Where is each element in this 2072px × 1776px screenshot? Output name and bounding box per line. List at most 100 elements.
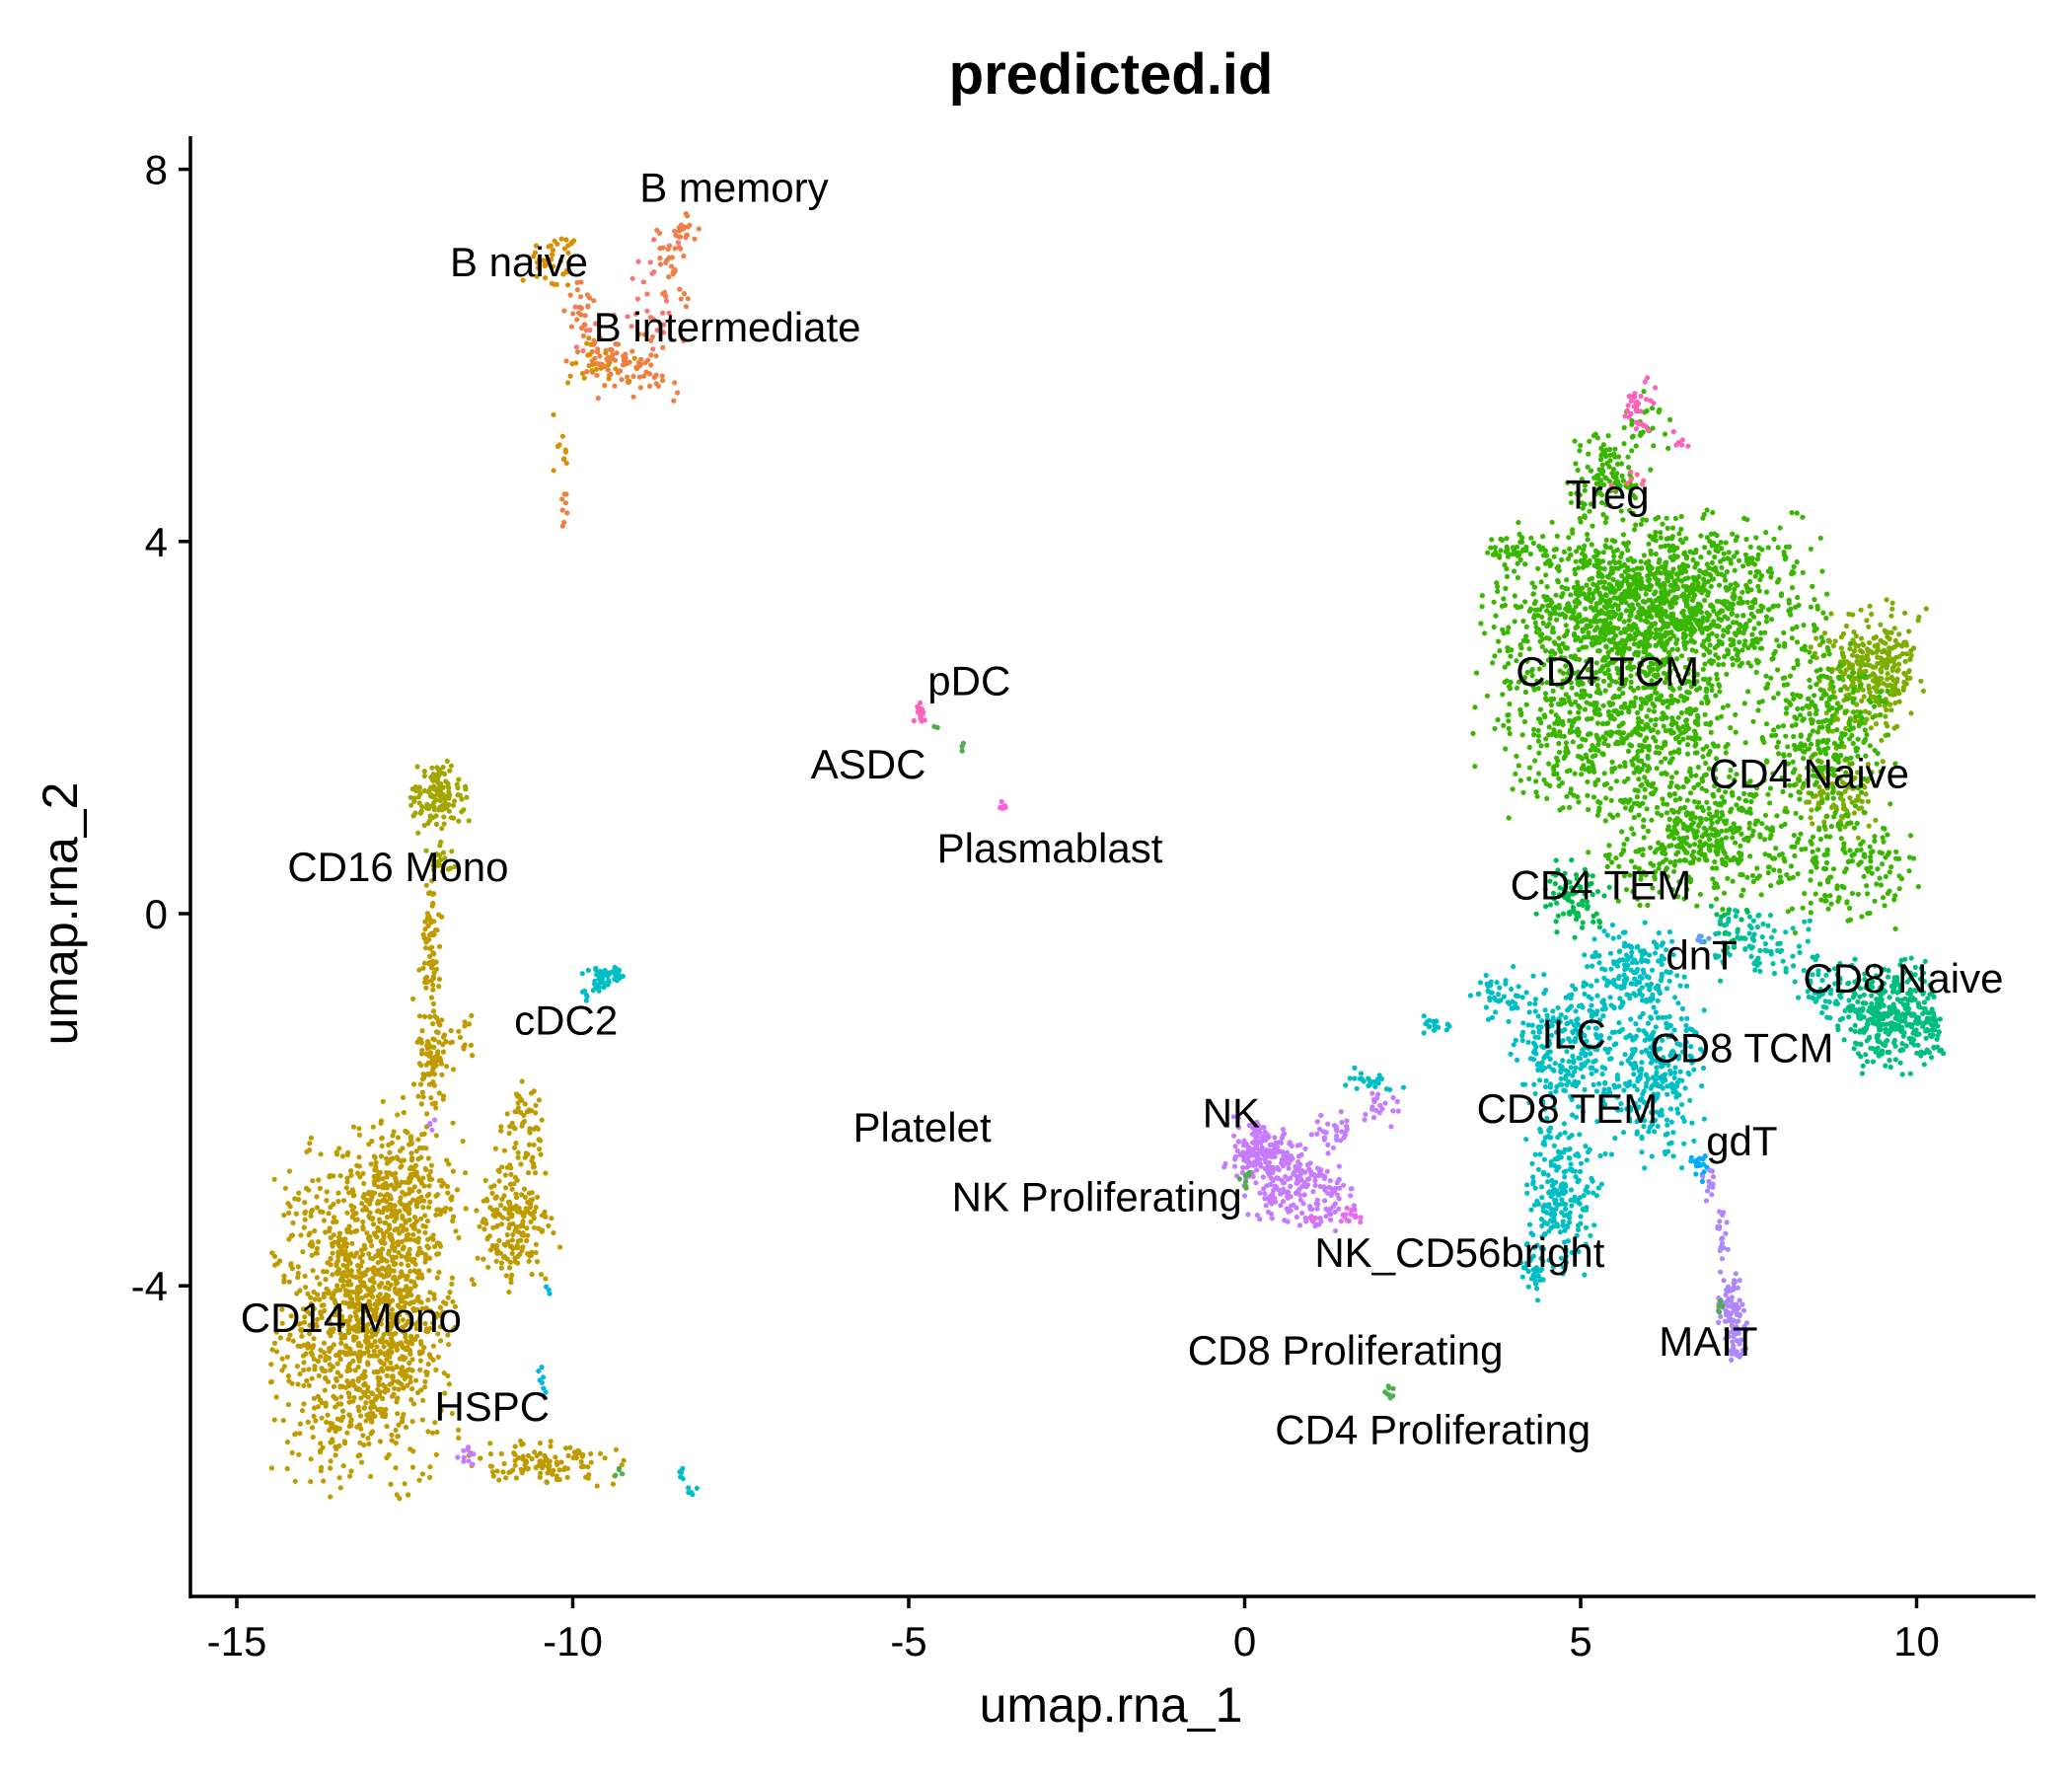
data-point (1700, 515, 1706, 521)
data-point (474, 1208, 480, 1214)
data-point (326, 1211, 332, 1217)
data-point (420, 1397, 426, 1403)
data-point (411, 1221, 417, 1227)
data-point (399, 1222, 405, 1228)
data-point (420, 965, 426, 971)
data-point (1763, 619, 1769, 625)
data-point (1717, 610, 1723, 616)
data-point (323, 1374, 329, 1380)
data-point (350, 1289, 356, 1295)
data-point (337, 1373, 343, 1379)
data-point (646, 383, 653, 389)
data-point (373, 1271, 379, 1277)
data-point (1781, 550, 1787, 555)
data-point (1586, 629, 1591, 635)
data-point (464, 794, 470, 800)
data-point (1763, 614, 1770, 620)
data-point (1722, 653, 1728, 660)
data-point (388, 1481, 394, 1487)
data-point (490, 1224, 496, 1230)
data-point (390, 1133, 396, 1139)
data-point (412, 1162, 418, 1168)
data-point (413, 1169, 419, 1175)
data-point (1753, 657, 1759, 663)
data-point (1635, 602, 1641, 608)
data-point (1789, 585, 1796, 591)
data-point (347, 1299, 354, 1305)
data-point (350, 1124, 357, 1130)
data-point (1692, 577, 1698, 583)
data-point (297, 1431, 303, 1437)
data-point (317, 1296, 323, 1302)
data-point (357, 1174, 363, 1180)
data-point (567, 1444, 573, 1450)
data-point (588, 1459, 594, 1465)
data-point (435, 1331, 441, 1337)
data-point (408, 1341, 415, 1347)
data-point (292, 1478, 298, 1484)
data-point (374, 1209, 380, 1215)
data-point (525, 1465, 531, 1471)
data-point (413, 1326, 419, 1332)
data-point (1842, 788, 1848, 794)
data-point (418, 1341, 424, 1347)
data-point (515, 1455, 522, 1461)
data-point (1794, 510, 1800, 516)
data-point (300, 1353, 307, 1359)
data-point (450, 1067, 457, 1073)
data-point (1509, 647, 1515, 653)
data-point (381, 1234, 387, 1241)
data-point (1840, 779, 1846, 785)
data-point (340, 1299, 346, 1305)
data-point (397, 1209, 403, 1215)
data-point (1752, 597, 1758, 603)
data-point (619, 1462, 625, 1468)
data-point (672, 228, 678, 234)
data-point (1576, 593, 1582, 599)
data-point (403, 1220, 408, 1225)
data-point (488, 1184, 494, 1190)
data-point (1702, 587, 1708, 593)
data-point (355, 1263, 361, 1269)
data-point (429, 765, 435, 771)
data-point (308, 1301, 314, 1307)
data-point (423, 1062, 429, 1068)
data-point (499, 1164, 505, 1170)
data-point (379, 1135, 385, 1141)
data-point (1869, 611, 1875, 618)
data-point (336, 1323, 342, 1329)
data-point (430, 858, 436, 864)
data-point (1531, 601, 1537, 607)
data-point (490, 1212, 496, 1218)
data-point (1582, 617, 1588, 623)
data-point (399, 1342, 405, 1348)
data-point (446, 1381, 452, 1387)
data-point (380, 1098, 386, 1104)
data-point (1605, 433, 1611, 439)
data-point (426, 1268, 432, 1274)
data-point (340, 1262, 346, 1268)
data-point (338, 1394, 344, 1400)
data-point (344, 1265, 350, 1271)
data-point (318, 1151, 324, 1157)
data-point (1640, 744, 1646, 750)
data-point (424, 1193, 430, 1199)
data-point (1640, 429, 1646, 435)
data-point (408, 1164, 414, 1170)
data-point (526, 1258, 532, 1264)
data-point (306, 1232, 312, 1238)
data-point (358, 1247, 365, 1253)
data-point (381, 1231, 387, 1237)
data-point (1585, 532, 1591, 538)
data-point (440, 1309, 446, 1315)
data-point (312, 1296, 318, 1302)
data-point (1492, 653, 1498, 659)
data-point (408, 802, 414, 808)
data-point (452, 863, 458, 870)
data-point (470, 1053, 476, 1059)
data-point (1691, 728, 1698, 734)
data-point (383, 1406, 389, 1412)
data-point (351, 1211, 357, 1217)
data-point (542, 1452, 548, 1458)
data-point (1838, 766, 1844, 772)
